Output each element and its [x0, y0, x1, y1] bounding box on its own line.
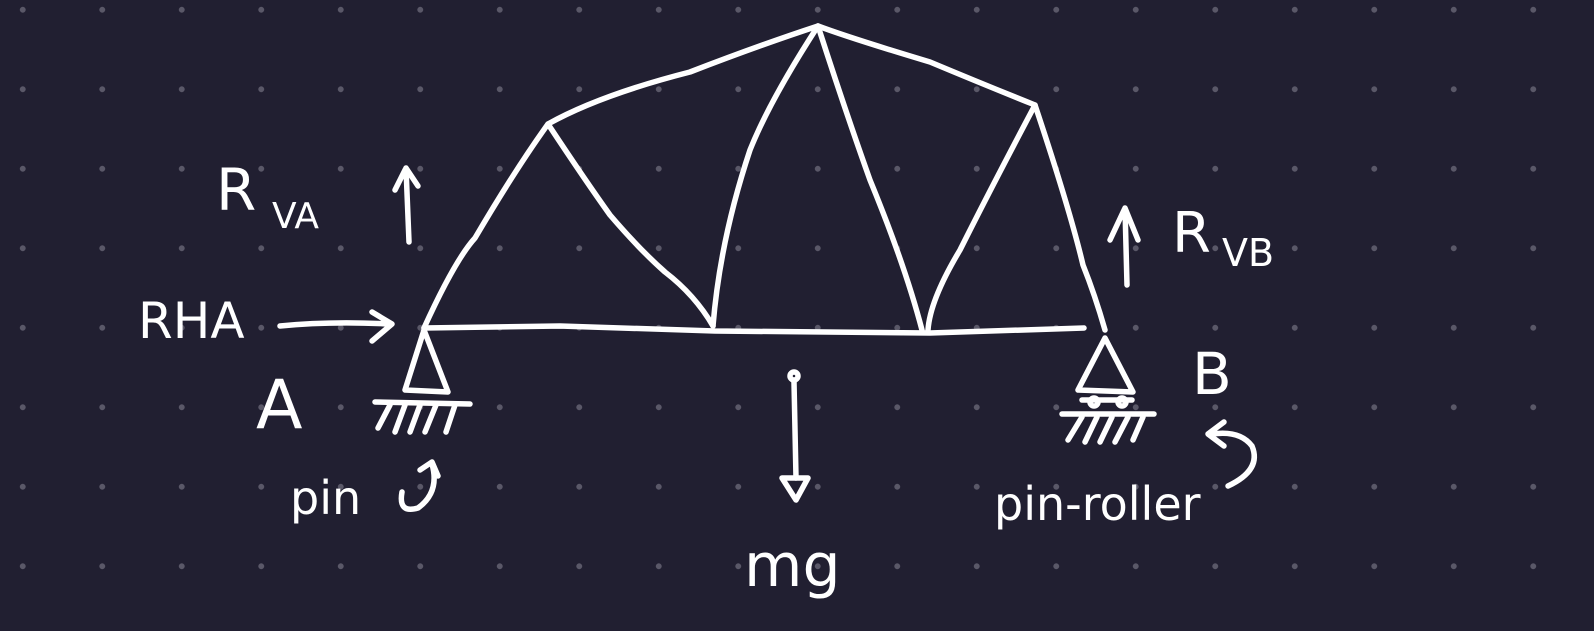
- label-rva-main: R: [216, 156, 256, 224]
- arrow-rha: [277, 309, 395, 344]
- label-point-b: B: [1192, 340, 1232, 408]
- label-point-a: A: [256, 366, 303, 445]
- label-rva-sub: VA: [272, 196, 319, 237]
- pin-roller-support-b: [1059, 335, 1157, 445]
- truss-vertical-left: [710, 23, 821, 329]
- truss-diagonal-3: [925, 102, 1038, 333]
- pin-support-a: [372, 327, 473, 435]
- label-pin-roller: pin-roller: [994, 477, 1201, 531]
- truss-diagonal-2: [815, 23, 925, 333]
- arrow-rvb: [1107, 205, 1141, 288]
- rotation-arrow-icon-b: [1205, 419, 1257, 489]
- truss-bottom-chord: [421, 323, 1087, 336]
- truss: [421, 23, 1108, 336]
- label-mg: mg: [744, 531, 841, 601]
- truss-top-chord: [421, 23, 1108, 333]
- rotation-arrow-icon: [398, 459, 441, 512]
- label-pin: pin: [290, 471, 361, 525]
- arrow-rva: [392, 165, 421, 245]
- truss-diagonal-1: [545, 121, 716, 329]
- label-rvb-main: R: [1172, 201, 1211, 266]
- label-rvb-sub: VB: [1222, 231, 1274, 275]
- arrow-mg: [779, 369, 811, 503]
- label-rha: RHA: [138, 292, 245, 350]
